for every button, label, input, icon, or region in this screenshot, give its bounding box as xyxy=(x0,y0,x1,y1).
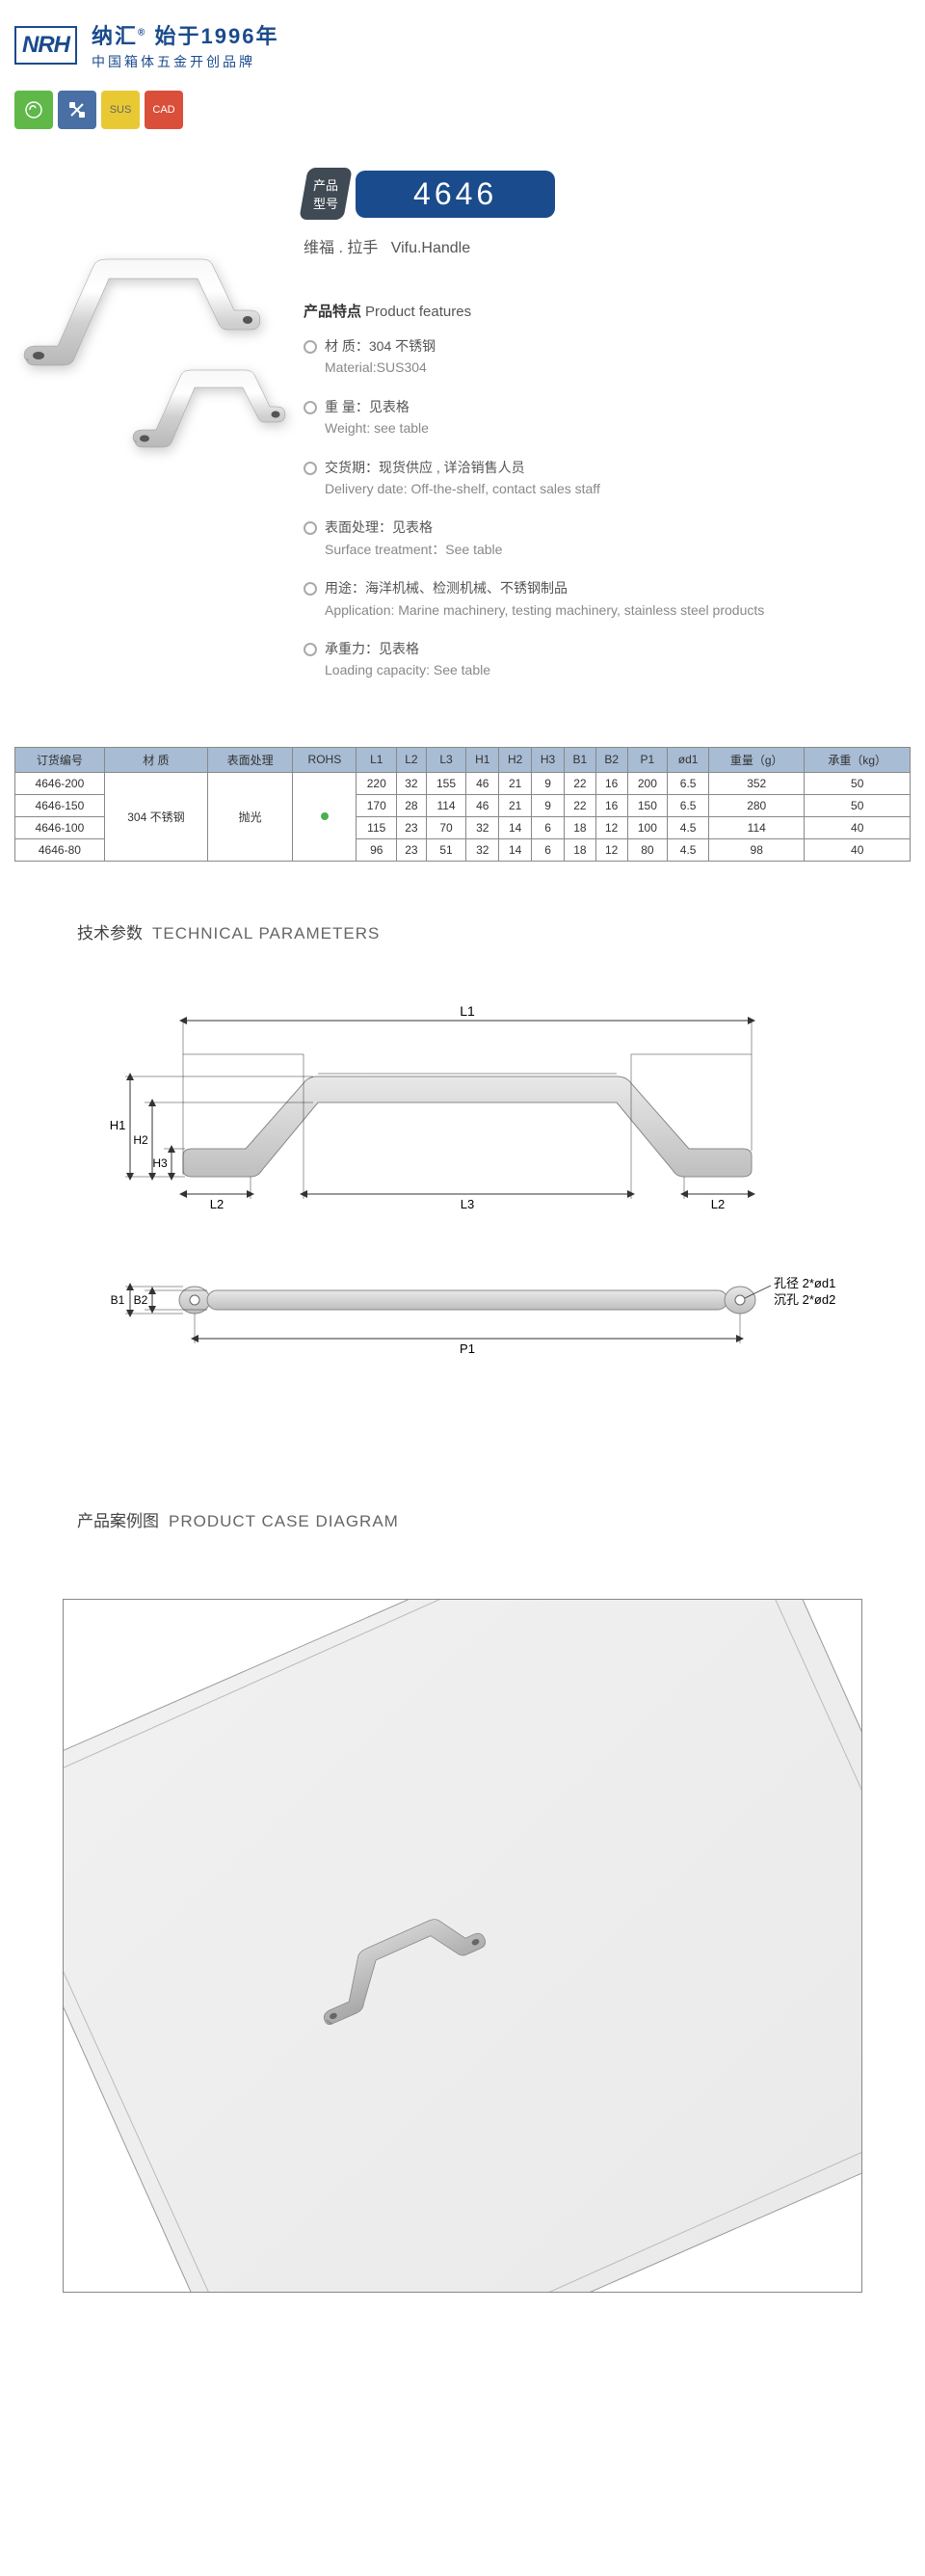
blue-icon xyxy=(58,91,96,129)
feature-item: 交货期：现货供应 , 详洽销售人员Delivery date: Off-the-… xyxy=(304,457,911,500)
model-row: 产品型号 4646 xyxy=(304,168,911,220)
svg-text:L2: L2 xyxy=(210,1197,224,1211)
tech-title: 技术参数TECHNICAL PARAMETERS xyxy=(0,900,925,963)
feature-item: 用途：海洋机械、检测机械、不锈钢制品Application: Marine ma… xyxy=(304,577,911,621)
svg-text:L3: L3 xyxy=(461,1197,474,1211)
feature-item: 材 质：304 不锈钢Material:SUS304 xyxy=(304,335,911,379)
svg-text:B2: B2 xyxy=(134,1293,148,1307)
case-title: 产品案例图PRODUCT CASE DIAGRAM xyxy=(0,1488,925,1551)
product-section: 产品型号 4646 维福 . 拉手 Vifu.Handle 产品特点Produc… xyxy=(0,148,925,718)
brand-main: 纳汇® 始于1996年 xyxy=(92,19,278,50)
table-header: P1 xyxy=(627,747,668,772)
table-header: H1 xyxy=(466,747,499,772)
svg-text:L1: L1 xyxy=(460,1003,475,1019)
logo: NRH xyxy=(14,26,77,65)
feature-list: 材 质：304 不锈钢Material:SUS304 重 量：见表格Weight:… xyxy=(304,335,911,681)
table-header: 订货编号 xyxy=(15,747,105,772)
feature-item: 表面处理：见表格Surface treatment：See table xyxy=(304,517,911,560)
table-header: 重量（g） xyxy=(709,747,805,772)
icon-row: SUS CAD xyxy=(0,86,925,148)
model-label: 产品型号 xyxy=(299,168,353,220)
table-header: H3 xyxy=(532,747,565,772)
table-header-row: 订货编号材 质表面处理ROHSL1L2L3H1H2H3B1B2P1ød1重量（g… xyxy=(15,747,911,772)
spec-table: 订货编号材 质表面处理ROHSL1L2L3H1H2H3B1B2P1ød1重量（g… xyxy=(14,747,911,862)
model-name: 维福 . 拉手 Vifu.Handle xyxy=(304,234,911,257)
product-image xyxy=(14,216,284,553)
table-header: B1 xyxy=(564,747,595,772)
svg-text:P1: P1 xyxy=(460,1341,475,1356)
table-header: H2 xyxy=(499,747,532,772)
case-diagram xyxy=(63,1599,862,2293)
table-header: 材 质 xyxy=(104,747,207,772)
table-header: L2 xyxy=(397,747,427,772)
feature-item: 重 量：见表格Weight: see table xyxy=(304,396,911,439)
table-header: L3 xyxy=(426,747,466,772)
svg-text:B1: B1 xyxy=(111,1293,125,1307)
svg-text:H2: H2 xyxy=(133,1133,148,1147)
cad-icon: CAD xyxy=(145,91,183,129)
svg-text:沉孔 2*ød2: 沉孔 2*ød2 xyxy=(774,1292,835,1307)
table-row: 4646-200304 不锈钢抛光220321554621922162006.5… xyxy=(15,772,911,794)
tech-diagram: L1 L2 L3 L2 H1 H2 H3 B1 xyxy=(77,1001,848,1392)
green-icon xyxy=(14,91,53,129)
svg-text:孔径 2*ød1: 孔径 2*ød1 xyxy=(774,1276,835,1290)
sus-icon: SUS xyxy=(101,91,140,129)
svg-text:H1: H1 xyxy=(110,1118,126,1132)
table-header: 表面处理 xyxy=(208,747,293,772)
table-header: ROHS xyxy=(293,747,357,772)
svg-text:H3: H3 xyxy=(152,1156,168,1170)
feature-item: 承重力：见表格Loading capacity: See table xyxy=(304,638,911,681)
brand-text: 纳汇® 始于1996年 中国箱体五金开创品牌 xyxy=(92,19,278,71)
features-title: 产品特点Product features xyxy=(304,301,911,321)
table-header: ød1 xyxy=(668,747,709,772)
model-number: 4646 xyxy=(356,171,555,218)
brand-sub: 中国箱体五金开创品牌 xyxy=(92,52,278,71)
header: NRH 纳汇® 始于1996年 中国箱体五金开创品牌 xyxy=(0,0,925,86)
table-header: 承重（kg） xyxy=(805,747,911,772)
table-header: B2 xyxy=(595,747,627,772)
table-header: L1 xyxy=(357,747,397,772)
product-info: 产品型号 4646 维福 . 拉手 Vifu.Handle 产品特点Produc… xyxy=(304,168,911,699)
svg-text:L2: L2 xyxy=(711,1197,725,1211)
